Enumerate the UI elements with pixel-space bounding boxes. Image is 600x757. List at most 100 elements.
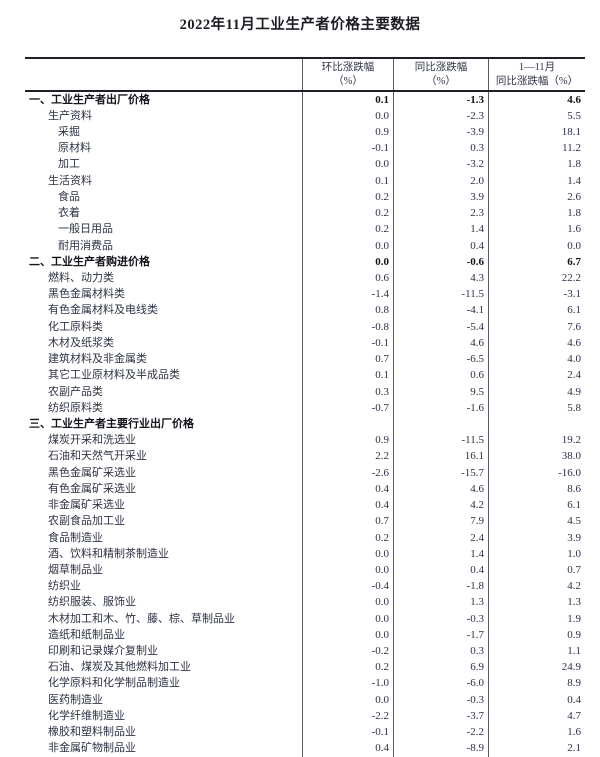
row-value: 0.1 (302, 173, 393, 190)
row-value: 1.8 (488, 205, 585, 222)
row-value: 1.0 (488, 546, 585, 563)
table-row: 石油、煤炭及其他燃料加工业 0.2 6.9 24.9 (25, 659, 585, 676)
row-label: 二、工业生产者购进价格 (29, 255, 150, 268)
column-header-mom: 环比涨跌幅 （%） (302, 59, 393, 90)
table-row: 化学原料和化学制品制造业 -1.0 -6.0 8.9 (25, 675, 585, 693)
row-value: 4.0 (488, 351, 585, 368)
row-value: 4.6 (488, 335, 585, 352)
row-value (302, 416, 393, 433)
row-value: 0.0 (302, 237, 393, 255)
row-label: 木材及纸浆类 (48, 336, 114, 349)
column-header-mom-line1: 环比涨跌幅 (321, 62, 375, 73)
row-value: 1.3 (393, 594, 488, 611)
row-value: 0.0 (302, 627, 393, 644)
row-value: -6.0 (393, 675, 488, 693)
row-label: 原材料 (58, 142, 91, 155)
row-value: -16.0 (488, 465, 585, 482)
column-header-ytd-line1: 1—11月 (518, 62, 556, 73)
row-value: 0.3 (393, 643, 488, 660)
row-label: 衣着 (58, 207, 80, 220)
row-value: -0.8 (302, 319, 393, 336)
row-label: 生产资料 (48, 109, 92, 122)
row-value: 0.9 (488, 627, 585, 644)
row-label: 造纸和纸制品业 (48, 628, 125, 641)
row-value: -11.5 (393, 286, 488, 303)
table-row: 有色金属材料及电线类 0.8 -4.1 6.1 (25, 302, 585, 320)
row-value: 0.2 (302, 659, 393, 676)
row-value: 4.5 (488, 513, 585, 530)
row-value: 0.8 (302, 302, 393, 320)
table-row: 有色金属矿采选业 0.4 4.6 8.6 (25, 481, 585, 498)
table-row: 纺织原料类 -0.7 -1.6 5.8 (25, 400, 585, 417)
row-value: 0.4 (302, 740, 393, 757)
row-label: 烟草制品业 (48, 563, 103, 576)
table-row: 纺织服装、服饰业 0.0 1.3 1.3 (25, 594, 585, 611)
row-label: 黑色金属材料类 (48, 288, 125, 301)
row-value: -0.3 (393, 692, 488, 709)
row-value: 1.4 (393, 221, 488, 238)
row-label: 石油、煤炭及其他燃料加工业 (48, 661, 191, 674)
row-label: 食品制造业 (48, 531, 103, 544)
row-value: 2.2 (302, 448, 393, 466)
row-value: 0.3 (393, 140, 488, 157)
row-value (393, 416, 488, 433)
row-label: 生活资料 (48, 174, 92, 187)
row-value: -3.9 (393, 124, 488, 141)
row-value: 2.6 (488, 189, 585, 206)
row-label: 其它工业原材料及半成品类 (48, 369, 180, 382)
producer-price-table: 环比涨跌幅 （%） 同比涨跌幅 （%） 1—11月 同比涨跌幅（%） 一、工业生… (25, 57, 585, 757)
header-label-spacer (25, 59, 302, 90)
row-value: 0.2 (302, 205, 393, 222)
page-title: 2022年11月工业生产者价格主要数据 (179, 17, 421, 33)
row-value: -5.4 (393, 319, 488, 336)
row-value: 4.7 (488, 708, 585, 725)
table-row: 一、工业生产者出厂价格 0.1 -1.3 4.6 (25, 92, 585, 109)
table-row: 橡胶和塑料制品业 -0.1 -2.2 1.6 (25, 724, 585, 741)
table-row: 燃料、动力类 0.6 4.3 22.2 (25, 270, 585, 287)
table-row: 黑色金属材料类 -1.4 -11.5 -3.1 (25, 286, 585, 303)
row-label: 建筑材料及非金属类 (48, 353, 147, 366)
row-label: 石油和天然气开采业 (48, 450, 147, 463)
row-label: 食品 (58, 190, 80, 203)
column-header-yoy-line1: 同比涨跌幅 (414, 62, 468, 73)
row-value: -0.1 (302, 724, 393, 741)
row-value: 0.2 (302, 221, 393, 238)
row-value: 1.3 (488, 594, 585, 611)
table-row: 一般日用品 0.2 1.4 1.6 (25, 221, 585, 238)
table-row: 纺织业 -0.4 -1.8 4.2 (25, 578, 585, 595)
row-value: 22.2 (488, 270, 585, 287)
row-value: 0.4 (488, 692, 585, 709)
row-value: 4.2 (488, 578, 585, 595)
row-label: 有色金属材料及电线类 (48, 304, 158, 317)
row-value: 0.1 (302, 92, 393, 109)
table-row: 二、工业生产者购进价格 0.0 -0.6 6.7 (25, 254, 585, 271)
row-value: 8.6 (488, 481, 585, 498)
table-row: 黑色金属矿采选业 -2.6 -15.7 -16.0 (25, 465, 585, 482)
row-value: -3.7 (393, 708, 488, 725)
table-row: 酒、饮料和精制茶制造业 0.0 1.4 1.0 (25, 546, 585, 563)
row-value: 1.6 (488, 724, 585, 741)
table-row: 食品制造业 0.2 2.4 3.9 (25, 529, 585, 547)
row-value (488, 416, 585, 433)
row-value: 0.1 (302, 367, 393, 384)
row-value: 24.9 (488, 659, 585, 676)
row-value: 4.6 (393, 335, 488, 352)
table-row: 其它工业原材料及半成品类 0.1 0.6 2.4 (25, 367, 585, 384)
table-row: 非金属矿物制品业 0.4 -8.9 2.1 (25, 740, 585, 757)
row-value: 8.9 (488, 675, 585, 693)
row-value: 0.0 (302, 546, 393, 563)
row-label: 一般日用品 (58, 223, 113, 236)
row-value: 1.9 (488, 611, 585, 628)
row-value: 38.0 (488, 448, 585, 466)
row-value: 0.7 (488, 562, 585, 579)
row-value: 4.6 (393, 481, 488, 498)
column-header-ytd-line2: 同比涨跌幅（%） (495, 75, 579, 87)
row-value: -0.6 (393, 254, 488, 271)
table-row: 建筑材料及非金属类 0.7 -6.5 4.0 (25, 351, 585, 368)
table-row: 煤炭开采和洗选业 0.9 -11.5 19.2 (25, 432, 585, 449)
row-value: 0.6 (302, 270, 393, 287)
column-header-mom-line2: （%） (333, 75, 363, 87)
row-value: 0.0 (302, 562, 393, 579)
row-value: -3.1 (488, 286, 585, 303)
row-value: 0.0 (302, 594, 393, 611)
